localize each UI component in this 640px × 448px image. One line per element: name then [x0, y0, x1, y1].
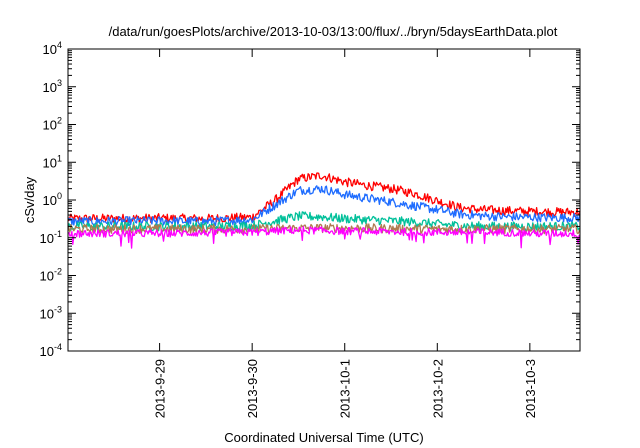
- y-tick-label: 104: [43, 40, 62, 57]
- x-tick-label: 2013-9-30: [245, 359, 260, 418]
- x-tick-label: 2013-10-2: [430, 359, 445, 418]
- y-tick-label: 10-1: [40, 229, 62, 246]
- chart-title: /data/run/goesPlots/archive/2013-10-03/1…: [109, 24, 558, 39]
- y-tick-label: 103: [43, 78, 62, 95]
- series-line-5: [67, 226, 581, 249]
- y-tick-label: 101: [43, 153, 62, 170]
- x-tick-label: 2013-9-29: [153, 359, 168, 418]
- x-tick-label: 2013-10-1: [338, 359, 353, 418]
- series-layer: [67, 172, 581, 249]
- x-tick-label: 2013-10-3: [523, 359, 538, 418]
- y-tick-label: 102: [43, 116, 62, 133]
- series-line-3: [67, 211, 580, 232]
- y-axis-label: cSv/day: [22, 176, 37, 223]
- y-tick-label: 100: [43, 191, 62, 208]
- x-axis-label: Coordinated Universal Time (UTC): [224, 430, 423, 445]
- tick-layer: 10-4 10-3 10-2 10-1 100 101 102 103 104 2013-9-29…: [40, 40, 580, 418]
- y-tick-label: 10-2: [40, 267, 62, 284]
- plot-frame: [67, 48, 581, 352]
- series-line-2: [67, 185, 581, 227]
- y-tick-label: 10-3: [40, 304, 62, 321]
- y-tick-label: 10-4: [40, 342, 62, 359]
